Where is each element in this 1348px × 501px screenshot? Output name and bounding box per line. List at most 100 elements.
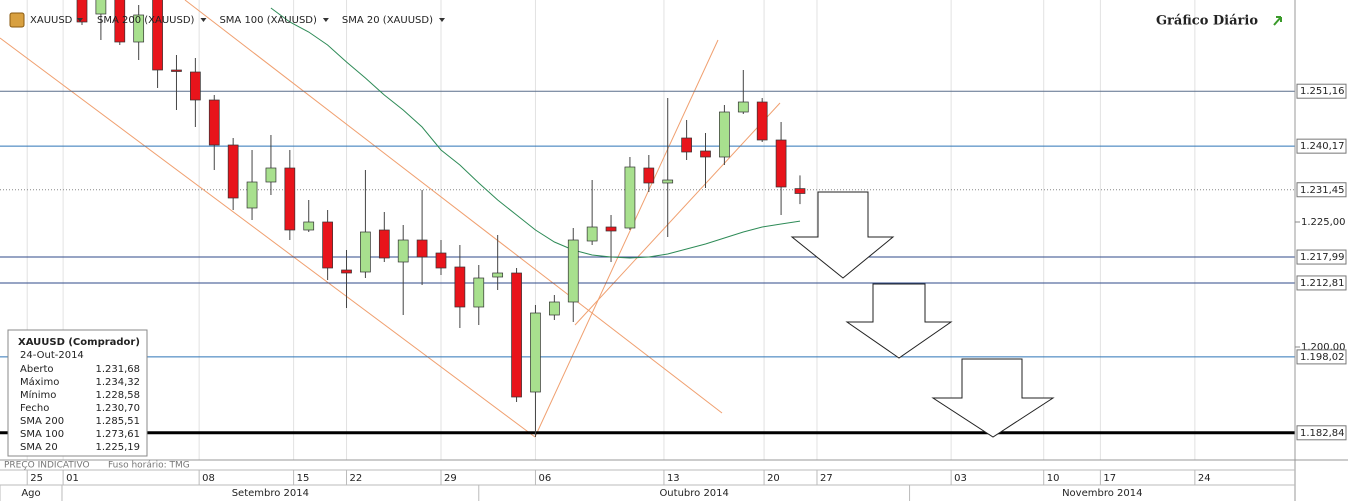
down-arrow	[931, 358, 1055, 438]
info-label: Mínimo	[20, 389, 56, 401]
x-tick-label: 01	[66, 473, 79, 484]
symbol-icon[interactable]	[9, 12, 25, 28]
level-label: 1.198,02	[1300, 352, 1345, 363]
sma-line	[270, 7, 801, 259]
level-label: 1.231,45	[1300, 185, 1345, 196]
level-label: 1.182,84	[1300, 428, 1345, 439]
x-tick-label: 25	[30, 473, 43, 484]
down-arrow	[790, 191, 895, 279]
down-arrow	[845, 283, 953, 359]
candle-body	[473, 277, 485, 308]
candle-body	[76, 0, 88, 23]
candle-body	[719, 111, 730, 158]
level-label-box	[1296, 349, 1347, 365]
level-label-box	[1296, 275, 1347, 291]
info-value: 1.285,51	[95, 416, 140, 427]
candle-body	[435, 252, 447, 269]
candle-body	[700, 150, 711, 158]
candle-body	[246, 181, 258, 209]
footer-timezone: Fuso horário: TMG	[108, 461, 190, 471]
x-tick-label: 20	[767, 473, 780, 484]
level-label-box	[1296, 83, 1347, 99]
candle-body	[416, 239, 428, 258]
levels	[0, 90, 1295, 435]
info-value: 1.230,70	[95, 403, 140, 414]
candle-body	[681, 137, 692, 153]
candle-body	[624, 166, 636, 229]
candle-body	[152, 0, 163, 71]
candle-body	[775, 139, 787, 188]
candle-body	[227, 144, 239, 199]
info-title: XAUUSD (Comprador)	[18, 337, 140, 348]
candle-body	[643, 167, 655, 184]
candle-body	[794, 188, 806, 194]
x-tick-label: 10	[1047, 473, 1060, 484]
x-tick-label: 22	[350, 473, 363, 484]
info-value: 1.225,19	[95, 442, 140, 453]
x-tick-label: 15	[297, 473, 310, 484]
candle-body	[265, 167, 277, 183]
legend-entry[interactable]: SMA 20 (XAUUSD)	[342, 15, 433, 26]
candle-body	[454, 266, 466, 308]
footer-note: PREÇO INDICATIVO	[4, 461, 90, 471]
candle-body	[360, 231, 371, 273]
info-box-frame	[7, 329, 148, 457]
candle-body	[95, 0, 107, 15]
candle-body	[322, 221, 333, 269]
legend-dropdown[interactable]	[322, 18, 329, 22]
candle-body	[114, 0, 126, 43]
info-value: 1.273,61	[95, 429, 140, 440]
trend-line	[0, 37, 536, 438]
level-label-box	[1296, 138, 1347, 154]
symbol[interactable]: XAUUSD	[30, 15, 73, 26]
month-label: Setembro 2014	[232, 488, 309, 499]
level-label: 1.251,16	[1300, 86, 1345, 97]
candle-body	[190, 71, 201, 101]
candle-body	[549, 301, 560, 316]
info-date: 24-Out-2014	[20, 350, 84, 361]
info-value: 1.228,58	[95, 390, 140, 401]
dropdown[interactable]	[77, 18, 83, 22]
level-label: 1.240,17	[1300, 141, 1345, 152]
candle-body	[662, 179, 674, 184]
trend-line	[574, 102, 781, 326]
y-tick-label: 1.200,00	[1301, 342, 1346, 353]
legend-entry[interactable]: SMA 100 (XAUUSD)	[219, 15, 317, 26]
info-label: SMA 200	[20, 416, 64, 427]
candle-body	[284, 167, 296, 231]
candle-body	[737, 101, 749, 113]
x-tick-label: 08	[202, 473, 215, 484]
chart-title: Gráfico Diário	[1156, 14, 1258, 29]
level-label: 1.217,99	[1300, 252, 1345, 263]
info-value: 1.231,68	[95, 364, 140, 375]
month-label: Novembro 2014	[1062, 488, 1142, 499]
legend: SMA 200 (XAUUSD) SMA 100 (XAUUSD) SMA 20 (…	[97, 15, 445, 26]
level-label-box	[1296, 182, 1347, 198]
trend-icon	[1273, 16, 1282, 26]
info-value: 1.234,32	[95, 377, 140, 388]
level-label-box	[1296, 425, 1347, 441]
axes: 25 01 08 15 22 29 06 13 20 27 03 10 17 24 Ago Setembro …	[0, 83, 1347, 501]
grid	[26, 0, 1196, 460]
info-label: SMA 100	[20, 429, 64, 440]
x-tick-label: 27	[820, 473, 833, 484]
level-label-box	[1296, 249, 1347, 265]
info-label: SMA 20	[20, 442, 58, 453]
x-tick-label: 17	[1103, 473, 1116, 484]
legend-dropdown[interactable]	[439, 18, 445, 22]
candle-body	[605, 226, 617, 232]
x-tick-label: 29	[444, 473, 457, 484]
legend-dropdown[interactable]	[200, 18, 207, 22]
x-tick-label: 03	[954, 473, 967, 484]
candle-body	[208, 99, 220, 146]
candle-body	[341, 269, 352, 274]
candle-body	[586, 226, 598, 242]
x-tick-label: 13	[667, 473, 680, 484]
legend-entry[interactable]: SMA 200 (XAUUSD)	[97, 15, 195, 26]
trend-line	[534, 39, 719, 438]
plot	[76, 0, 806, 437]
x-tick-label: 24	[1198, 473, 1211, 484]
month-label: Ago	[21, 488, 40, 499]
candle-body	[303, 221, 315, 231]
